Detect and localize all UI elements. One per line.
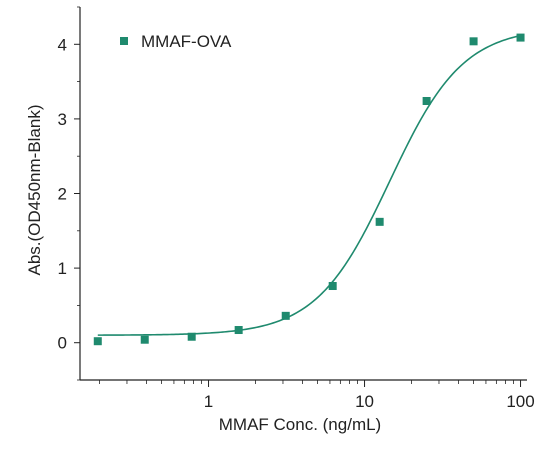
data-point (187, 332, 196, 341)
axes: 0 1 2 3 4 1 10 100 (58, 6, 535, 411)
x-tick-label: 1 (204, 392, 213, 411)
y-axis-label: Abs.(OD450nm-Blank) (25, 104, 44, 275)
x-tick-label: 10 (355, 392, 374, 411)
data-point (93, 337, 102, 346)
data-point (516, 33, 525, 42)
data-point (234, 326, 243, 335)
y-tick-label: 4 (58, 35, 67, 54)
data-points (93, 33, 525, 346)
legend-marker (120, 37, 128, 45)
data-point (281, 311, 290, 320)
x-tick-label: 100 (506, 392, 534, 411)
fit-curve (97, 34, 521, 336)
data-point (422, 96, 431, 105)
y-tick-label: 3 (58, 110, 67, 129)
data-point (469, 37, 478, 46)
y-tick-label: 0 (58, 334, 67, 353)
data-point (140, 335, 149, 344)
y-tick-label: 2 (58, 185, 67, 204)
fit-curve-group (97, 34, 521, 336)
x-axis-label: MMAF Conc. (ng/mL) (219, 415, 381, 434)
y-tick-label: 1 (58, 259, 67, 278)
legend: MMAF-OVA (120, 32, 232, 51)
legend-label: MMAF-OVA (141, 32, 232, 51)
data-point (375, 217, 384, 226)
data-point (328, 282, 337, 291)
